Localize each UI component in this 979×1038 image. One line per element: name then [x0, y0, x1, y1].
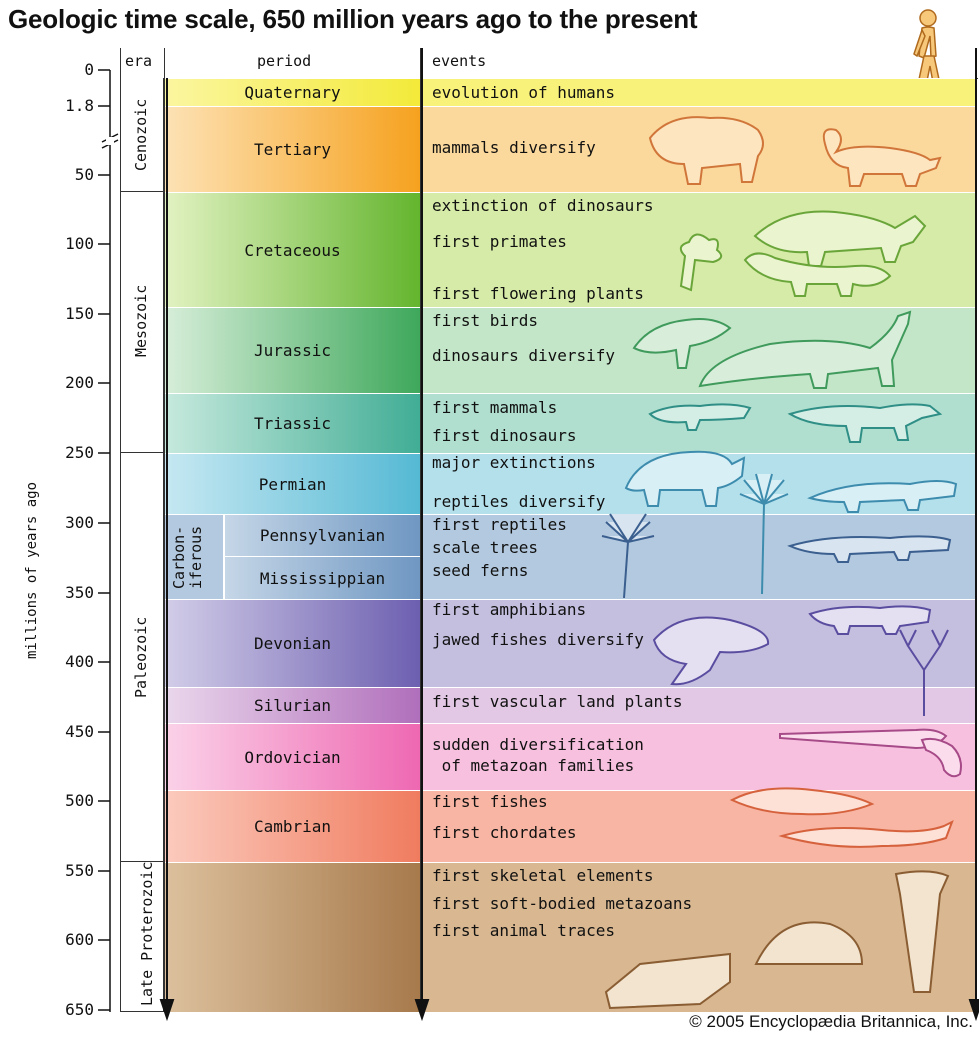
- tick-4: 150: [65, 304, 94, 323]
- tick-1: 1.8: [65, 96, 94, 115]
- event-text: first animal traces: [432, 921, 616, 940]
- cambrian-illustration: [729, 787, 954, 848]
- tick-7: 300: [65, 513, 94, 532]
- event-text: evolution of humans: [432, 83, 616, 102]
- event-text: first vascular land plants: [432, 692, 683, 711]
- event-text: first reptiles: [432, 515, 567, 534]
- event-text: extinction of dinosaurs: [432, 196, 654, 215]
- column-separator-left: [120, 48, 121, 78]
- period-devonian: Devonian: [165, 599, 420, 687]
- tick-14: 650: [65, 1000, 94, 1019]
- tick-5: 200: [65, 373, 94, 392]
- period-cambrian: Cambrian: [165, 790, 420, 862]
- band-silurian: [420, 687, 976, 723]
- sauropod-illustration: [632, 310, 912, 389]
- event-text: first mammals: [432, 398, 558, 417]
- event-text: of metazoan families: [432, 756, 635, 775]
- period-permian: Permian: [165, 453, 420, 514]
- chart-title: Geologic time scale, 650 million years a…: [8, 4, 698, 34]
- column-separator-period: [420, 48, 421, 1012]
- axis-label: millions of years ago: [24, 481, 40, 659]
- period-quaternary: Quaternary: [165, 78, 420, 106]
- event-text: first flowering plants: [432, 284, 644, 303]
- event-text: major extinctions: [432, 453, 596, 472]
- events-header: events: [432, 52, 487, 70]
- tick-9: 400: [65, 652, 94, 671]
- devonian-illustration: [652, 605, 949, 716]
- period-mississippian: Mississippian: [225, 556, 420, 599]
- period-proterozoic: [165, 862, 420, 1012]
- tick-11: 500: [65, 791, 94, 810]
- period-cretaceous: Cretaceous: [165, 192, 420, 307]
- band-carboniferous: [420, 514, 976, 599]
- event-text: first dinosaurs: [432, 426, 577, 445]
- tick-8: 350: [65, 583, 94, 602]
- era-mesozoic-box: [120, 192, 164, 453]
- carboniferous-divider: [223, 514, 225, 599]
- proterozoic-illustration: [604, 870, 950, 1010]
- event-text: first amphibians: [432, 600, 587, 619]
- event-text: first fishes: [432, 792, 548, 811]
- period-ordovician: Ordovician: [165, 723, 420, 790]
- tick-3: 100: [65, 234, 94, 253]
- carboniferous-illustration: [601, 513, 952, 598]
- era-paleozoic-box: [120, 453, 164, 862]
- permian-illustration: [624, 450, 958, 595]
- era-proterozoic-box: [120, 862, 164, 1012]
- carboniferous-cell: [165, 514, 223, 599]
- period-pennsylvanian: Pennsylvanian: [225, 514, 420, 556]
- period-triassic: Triassic: [165, 393, 420, 453]
- time-axis: [98, 69, 119, 1012]
- triassic-illustration: [648, 403, 943, 443]
- event-text: first skeletal elements: [432, 866, 654, 885]
- period-tertiary: Tertiary: [165, 106, 420, 192]
- tick-12: 550: [65, 861, 94, 880]
- event-text: mammals diversify: [432, 138, 596, 157]
- mammals-illustration: [648, 116, 942, 187]
- event-text: sudden diversification: [432, 735, 644, 754]
- period-header: period: [257, 52, 312, 70]
- column-separator-era: [164, 48, 165, 1012]
- event-text: first chordates: [432, 823, 577, 842]
- period-jurassic: Jurassic: [165, 307, 420, 393]
- era-cenozoic-box: [120, 78, 164, 192]
- copyright-credit: © 2005 Encyclopædia Britannica, Inc.: [689, 1012, 973, 1031]
- tick-2: 50: [74, 165, 94, 184]
- event-text: jawed fishes diversify: [432, 630, 644, 649]
- event-text: seed ferns: [432, 561, 529, 580]
- event-text: first birds: [432, 311, 538, 330]
- tick-0: 0: [84, 60, 94, 79]
- dinosaurs-illustration: [679, 210, 927, 297]
- tick-13: 600: [65, 930, 94, 949]
- event-text: reptiles diversify: [432, 492, 606, 511]
- band-cambrian: [420, 790, 976, 862]
- time-arrows: [159, 48, 979, 1022]
- ordovician-illustration: [779, 728, 962, 778]
- era-header: era: [125, 52, 153, 70]
- period-silurian: Silurian: [165, 687, 420, 723]
- event-text: scale trees: [432, 538, 538, 557]
- event-text: dinosaurs diversify: [432, 346, 616, 365]
- tick-6: 250: [65, 443, 94, 462]
- tick-10: 450: [65, 722, 94, 741]
- event-text: first primates: [432, 232, 567, 251]
- band-quaternary: [420, 78, 976, 106]
- event-text: first soft-bodied metazoans: [432, 894, 693, 913]
